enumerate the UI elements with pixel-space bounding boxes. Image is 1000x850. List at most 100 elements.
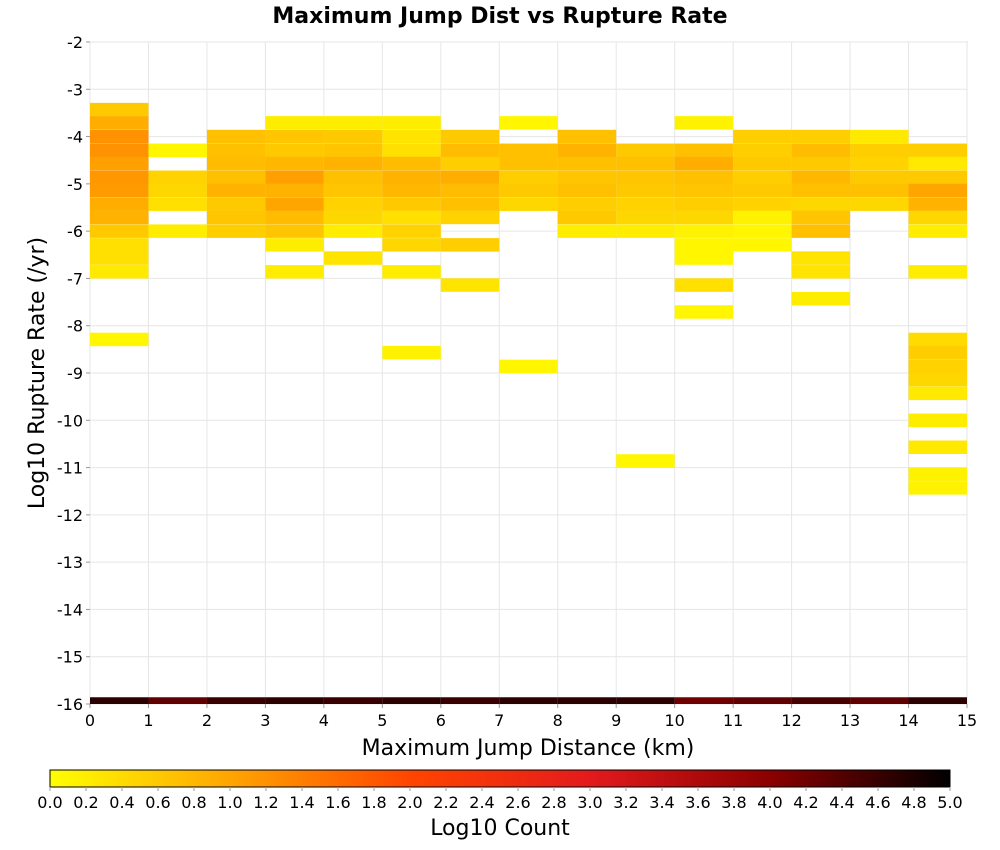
heatmap-cell bbox=[206, 170, 266, 184]
x-tick-label: 3 bbox=[260, 711, 270, 730]
heatmap-cell bbox=[499, 197, 558, 211]
heatmap-cell bbox=[206, 129, 266, 144]
heatmap-cell bbox=[908, 467, 967, 481]
heatmap-cell bbox=[791, 292, 851, 306]
heatmap-cell bbox=[265, 697, 324, 704]
y-tick-label: -4 bbox=[67, 128, 83, 147]
x-tick-label: 14 bbox=[898, 711, 918, 730]
heatmap-cell bbox=[440, 210, 500, 225]
heatmap-cell bbox=[265, 129, 324, 144]
heatmap-cell bbox=[908, 156, 967, 171]
heatmap-cell bbox=[674, 116, 734, 130]
heatmap-cell bbox=[323, 156, 383, 171]
heatmap-cell bbox=[440, 129, 500, 144]
heatmap-cell bbox=[557, 183, 617, 198]
heatmap-cell bbox=[90, 238, 149, 252]
heatmap-cell bbox=[206, 210, 266, 225]
heatmap-cell bbox=[557, 156, 617, 171]
colorbar-tick-label: 2.6 bbox=[505, 793, 530, 812]
heatmap-cell bbox=[674, 251, 734, 265]
heatmap-cell bbox=[499, 170, 558, 184]
heatmap-cell bbox=[323, 224, 383, 238]
heatmap-cell bbox=[733, 183, 792, 198]
colorbar-tick-label: 4.4 bbox=[829, 793, 854, 812]
y-tick-label: -11 bbox=[57, 459, 83, 478]
heatmap-cell bbox=[206, 224, 266, 238]
colorbar-tick-label: 4.2 bbox=[793, 793, 818, 812]
heatmap-cell bbox=[382, 238, 441, 252]
x-tick-label: 9 bbox=[611, 711, 621, 730]
y-tick-label: -9 bbox=[67, 364, 83, 383]
heatmap-cell bbox=[733, 224, 792, 238]
heatmap-cell bbox=[440, 238, 500, 252]
heatmap-cell bbox=[499, 143, 558, 158]
heatmap-cell bbox=[733, 197, 792, 211]
heatmap-cell bbox=[616, 210, 675, 225]
heatmap-cell bbox=[323, 183, 383, 198]
heatmap-cell bbox=[850, 143, 909, 158]
y-axis-label: Log10 Rupture Rate (/yr) bbox=[25, 237, 50, 509]
heatmap-cell bbox=[616, 454, 675, 468]
y-tick-label: -13 bbox=[57, 553, 83, 572]
heatmap-cell bbox=[148, 183, 207, 198]
heatmap-cell bbox=[323, 251, 383, 265]
heatmap-cell bbox=[557, 197, 617, 211]
heatmap-cell bbox=[674, 224, 734, 238]
x-tick-label: 4 bbox=[319, 711, 329, 730]
heatmap-cell bbox=[440, 197, 500, 211]
heatmap-cell bbox=[382, 197, 441, 211]
x-tick-label: 0 bbox=[85, 711, 95, 730]
heatmap-cell bbox=[908, 359, 967, 374]
heatmap-cell bbox=[791, 183, 851, 198]
heatmap-cell bbox=[323, 210, 383, 225]
heatmap-cell bbox=[850, 129, 909, 144]
heatmap-cell bbox=[616, 183, 675, 198]
colorbar-tick-label: 3.2 bbox=[613, 793, 638, 812]
heatmap-cell bbox=[616, 143, 675, 158]
heatmap-cell bbox=[908, 413, 967, 428]
heatmap-cell bbox=[850, 156, 909, 171]
heatmap-cell bbox=[616, 697, 675, 704]
heatmap-cell bbox=[733, 156, 792, 171]
heatmap-cell bbox=[850, 197, 909, 211]
heatmap-cell bbox=[674, 183, 734, 198]
heatmap-cell bbox=[733, 238, 792, 252]
heatmap-cell bbox=[791, 170, 851, 184]
heatmap-cell bbox=[265, 183, 324, 198]
heatmap-cell bbox=[90, 129, 149, 144]
heatmap-cell bbox=[908, 265, 967, 279]
colorbar-tick-label: 0.8 bbox=[181, 793, 206, 812]
y-axis-ticks: -2 -3 -4 -5 -6 -7 -8 -9 -10 -11 -12 -13 -14 -15 -16 bbox=[57, 33, 90, 714]
heatmap-cell bbox=[557, 210, 617, 225]
heatmap-cell bbox=[557, 697, 617, 704]
heatmap-cell bbox=[440, 143, 500, 158]
heatmap-cell bbox=[850, 697, 909, 704]
heatmap-cell bbox=[148, 197, 207, 211]
heatmap-cell bbox=[674, 210, 734, 225]
heatmap-cell bbox=[908, 697, 967, 704]
colorbar-tick-label: 3.0 bbox=[577, 793, 602, 812]
x-tick-label: 12 bbox=[781, 711, 801, 730]
heatmap-cell bbox=[382, 210, 441, 225]
heatmap-cell bbox=[90, 170, 149, 184]
heatmap-cell bbox=[265, 143, 324, 158]
heatmap-cell bbox=[206, 156, 266, 171]
heatmap-cell bbox=[499, 156, 558, 171]
heatmap-cell bbox=[850, 183, 909, 198]
heatmap-cell bbox=[90, 697, 149, 704]
heatmap-cell bbox=[908, 386, 967, 401]
y-tick-label: -16 bbox=[57, 695, 83, 714]
heatmap-cell bbox=[440, 156, 500, 171]
x-tick-label: 8 bbox=[553, 711, 563, 730]
heatmap-cell bbox=[733, 170, 792, 184]
heatmap-cell bbox=[265, 156, 324, 171]
heatmap-cell bbox=[265, 197, 324, 211]
heatmap-cell bbox=[440, 170, 500, 184]
heatmap-cell bbox=[499, 116, 558, 130]
colorbar-tick-label: 5.0 bbox=[937, 793, 962, 812]
heatmap-cell bbox=[908, 345, 967, 360]
heatmap-cell bbox=[382, 143, 441, 158]
heatmap-cell bbox=[791, 265, 851, 279]
heatmap-cell bbox=[791, 143, 851, 158]
